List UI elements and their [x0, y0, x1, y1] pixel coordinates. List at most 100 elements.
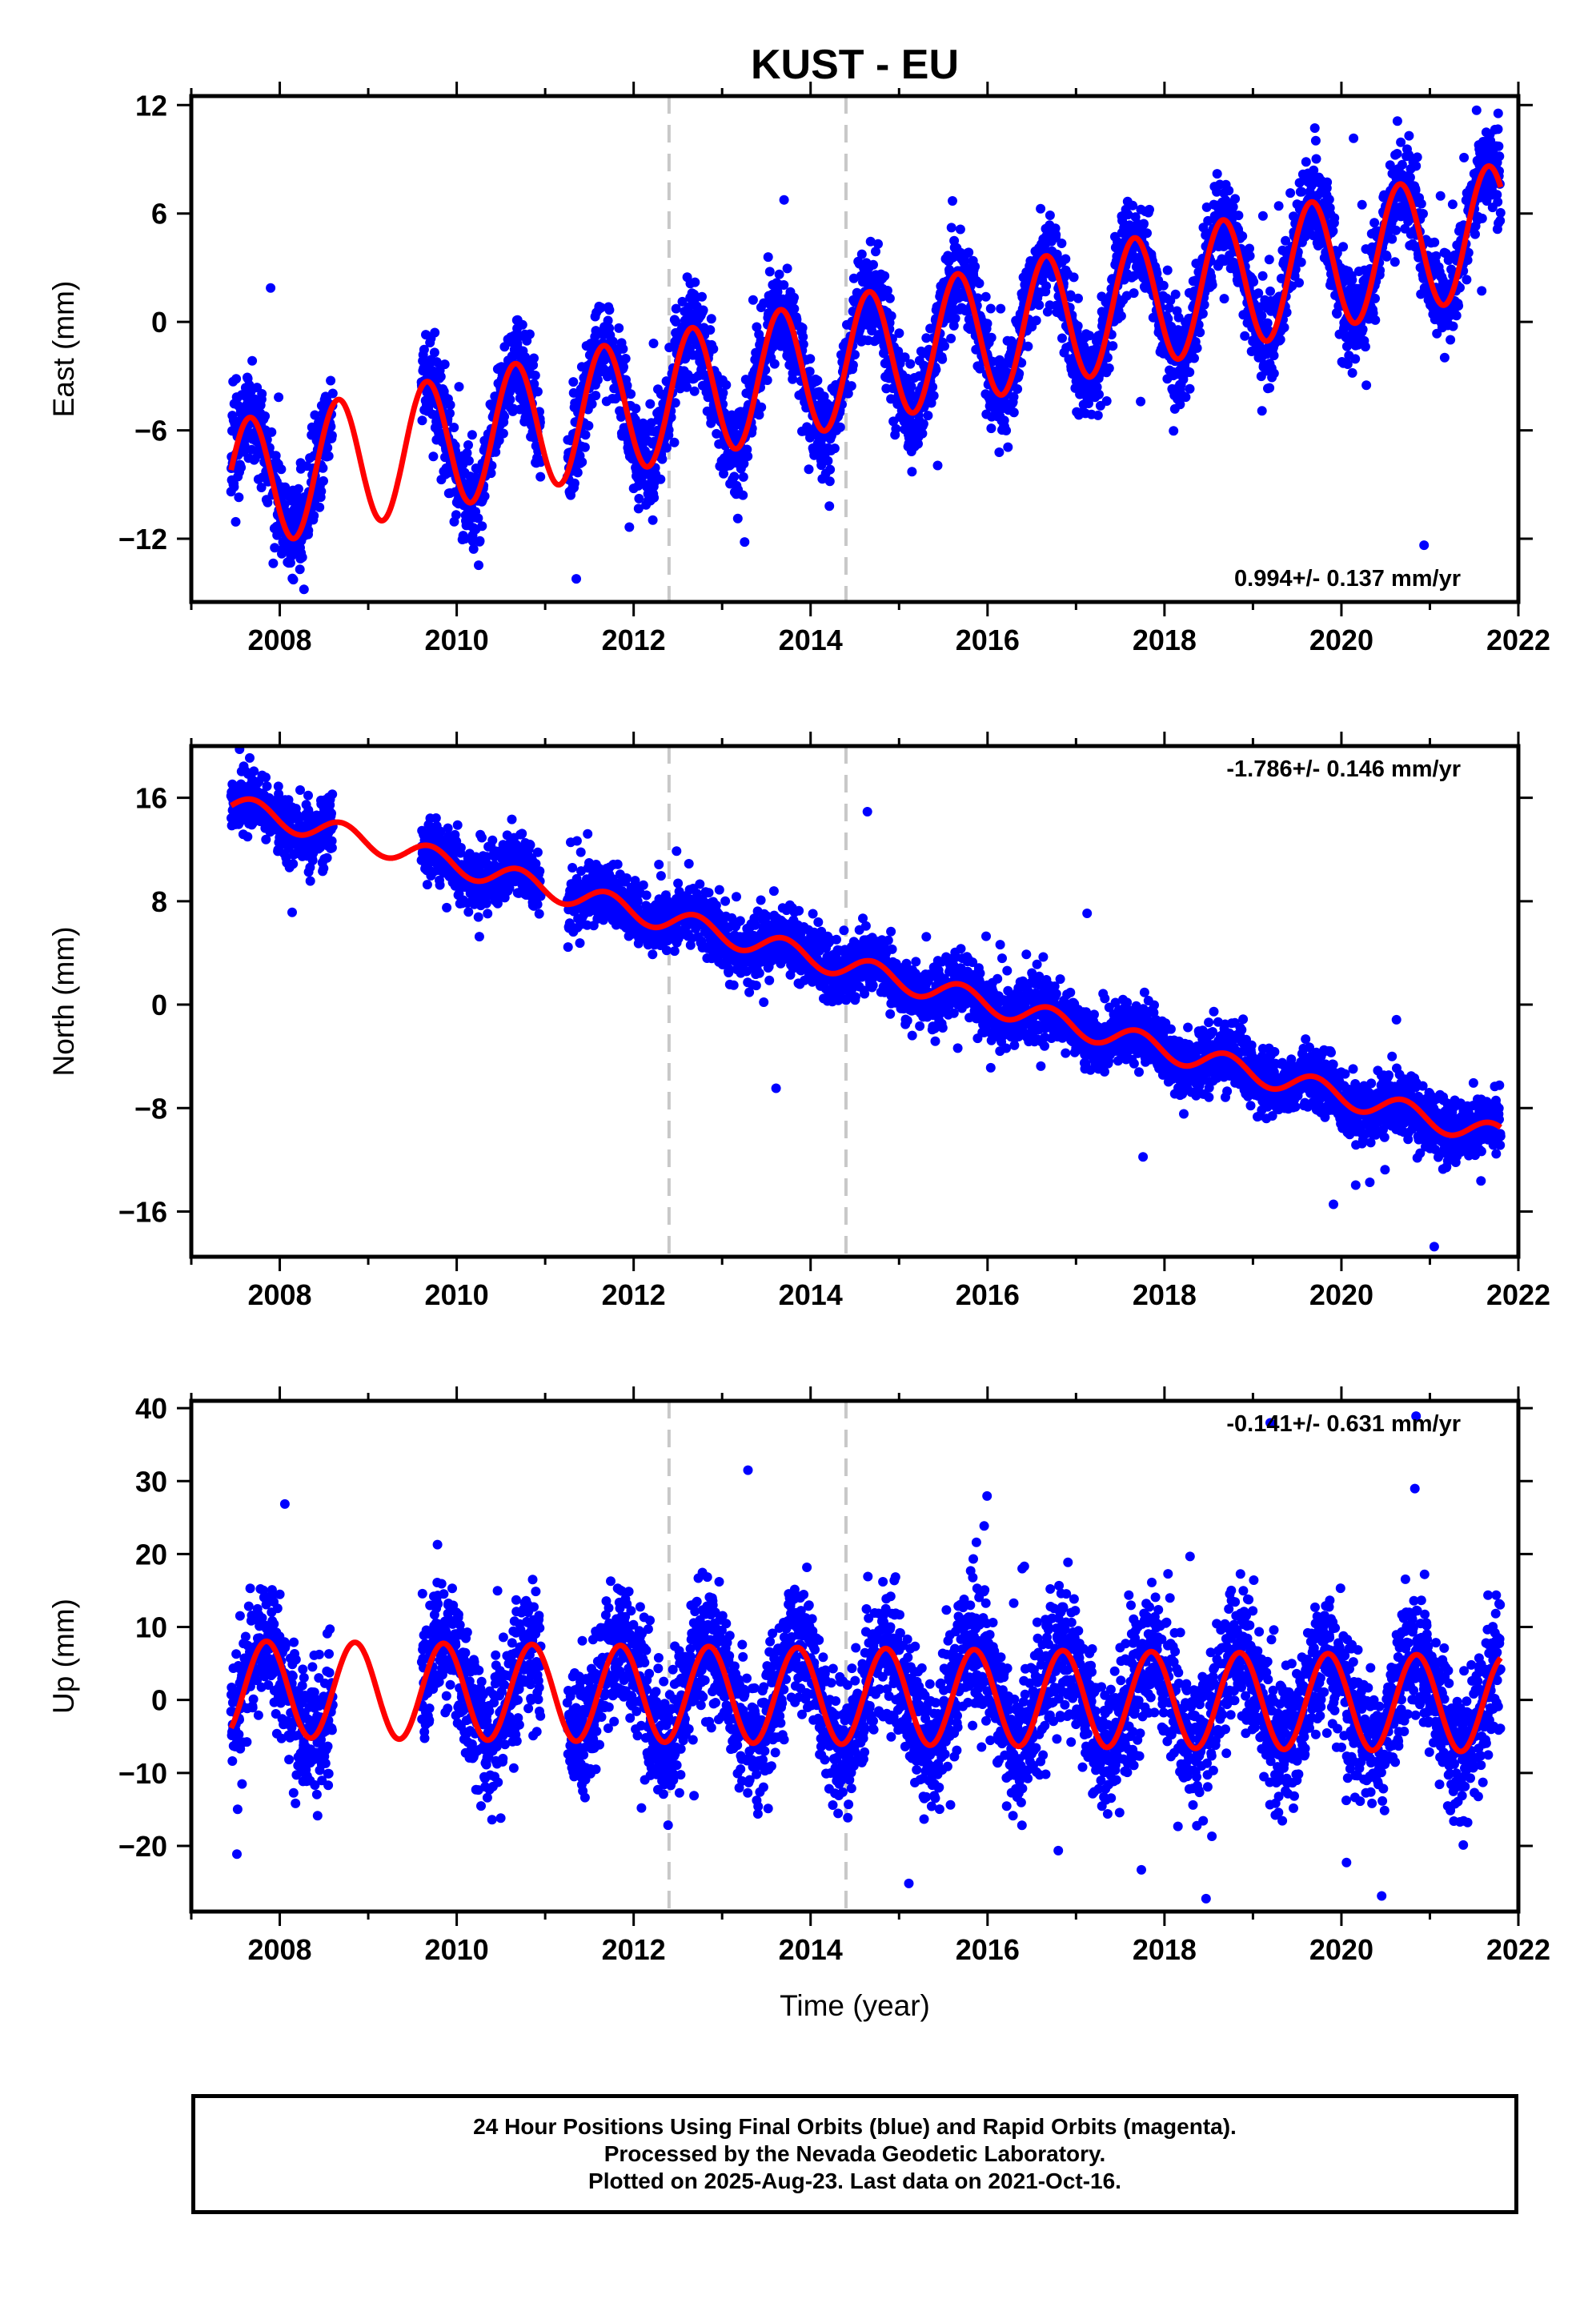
data-point	[928, 391, 939, 401]
data-point	[477, 521, 487, 532]
data-point	[1392, 149, 1402, 158]
data-point	[274, 392, 284, 403]
data-point	[568, 387, 579, 398]
data-point	[249, 766, 259, 776]
data-point	[569, 478, 579, 488]
data-point	[295, 564, 305, 575]
data-point	[1189, 353, 1199, 363]
data-point	[618, 343, 628, 354]
data-point	[719, 468, 728, 479]
data-point	[1435, 191, 1446, 201]
data-point	[524, 329, 535, 339]
data-point	[1094, 389, 1104, 399]
panels: 2008 2010 2012 2014 2016 2018 2020 20221260−6−1…	[47, 82, 1550, 1966]
data-point	[1405, 172, 1415, 183]
data-point	[670, 398, 680, 408]
data-point	[1128, 200, 1138, 211]
data-point	[769, 359, 780, 369]
data-point	[1265, 383, 1275, 393]
data-point	[499, 411, 510, 422]
data-point	[774, 269, 784, 279]
data-point	[1195, 327, 1205, 338]
data-point	[1093, 410, 1103, 420]
data-point	[604, 305, 615, 315]
data-point	[428, 451, 439, 462]
data-point	[907, 467, 917, 477]
data-point	[848, 360, 858, 371]
data-point	[905, 359, 916, 369]
data-point	[1494, 151, 1505, 162]
data-point	[303, 790, 313, 800]
data-point	[530, 371, 540, 380]
data-point	[1057, 239, 1067, 248]
data-point	[697, 291, 707, 302]
y-tick-label: 6	[151, 198, 167, 231]
data-point	[517, 319, 527, 330]
data-point	[1370, 293, 1380, 303]
data-point	[648, 339, 659, 348]
data-point	[829, 443, 840, 454]
data-point	[422, 880, 432, 890]
data-point	[846, 381, 856, 391]
data-point	[1493, 197, 1503, 207]
data-point	[268, 558, 279, 568]
data-point	[1416, 199, 1426, 209]
data-point	[739, 459, 749, 469]
panel-east: 2008 2010 2012 2014 2016 2018 2020 20221260−6−1…	[47, 82, 1550, 656]
data-point	[805, 354, 816, 364]
data-point	[535, 471, 546, 482]
data-point	[789, 292, 799, 303]
data-point	[1493, 108, 1503, 118]
data-point	[1108, 341, 1118, 351]
data-point	[1447, 199, 1458, 210]
data-point	[261, 772, 271, 783]
data-point	[532, 387, 543, 397]
data-point	[474, 560, 483, 571]
data-point	[931, 364, 941, 375]
data-point	[327, 808, 336, 819]
data-point	[764, 267, 775, 277]
data-points	[226, 105, 1506, 613]
data-point	[985, 303, 996, 314]
data-point	[948, 320, 959, 331]
data-point	[754, 410, 764, 420]
data-point	[279, 500, 290, 510]
data-point	[419, 344, 429, 355]
data-point	[948, 196, 957, 206]
data-point	[906, 381, 916, 391]
data-point	[1034, 300, 1045, 311]
data-point	[752, 322, 762, 332]
data-point	[1197, 308, 1208, 319]
data-point	[1136, 396, 1146, 407]
y-axis-title: East (mm)	[47, 281, 80, 418]
data-point	[689, 386, 700, 396]
data-point	[1013, 384, 1023, 394]
data-point	[591, 391, 601, 401]
data-point	[902, 373, 912, 383]
data-point	[1237, 231, 1248, 241]
data-point	[295, 785, 305, 795]
data-point	[1249, 277, 1259, 287]
data-point	[435, 371, 446, 382]
data-point	[865, 236, 876, 247]
data-point	[247, 355, 258, 366]
data-point	[1219, 294, 1229, 304]
data-point	[698, 305, 708, 315]
data-point	[449, 423, 459, 432]
x-tick-label: 2016	[956, 624, 1020, 656]
data-point	[463, 440, 473, 450]
data-point	[1192, 343, 1202, 353]
data-point	[1073, 321, 1083, 331]
data-point	[1294, 278, 1304, 288]
data-point	[848, 273, 859, 283]
data-point	[429, 347, 439, 358]
data-point	[299, 584, 309, 595]
data-point	[262, 781, 272, 792]
data-point	[310, 410, 320, 420]
data-point	[1350, 354, 1361, 364]
data-point	[588, 604, 598, 613]
data-point	[287, 907, 297, 917]
data-point	[305, 876, 315, 886]
data-point	[1297, 187, 1307, 197]
data-point	[315, 502, 325, 512]
